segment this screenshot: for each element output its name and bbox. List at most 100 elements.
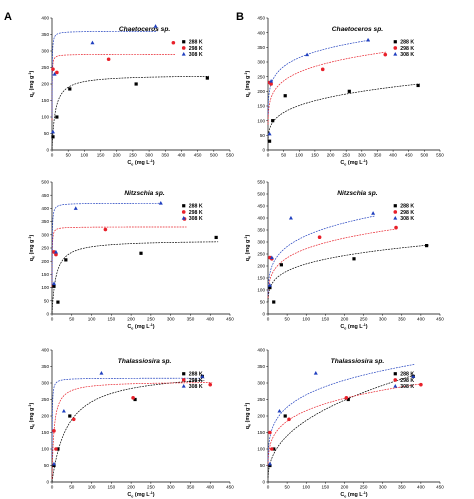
x-tick-label: 550 [226,153,234,158]
x-tick-label: 300 [167,485,175,490]
data-point-308k [288,215,293,220]
x-tick-label: 250 [360,317,368,322]
y-tick-label: 350 [41,219,49,224]
data-point-298k [208,382,213,387]
x-tick-label: 0 [51,317,54,322]
data-point-308k [371,211,376,215]
legend-label: 308 K [189,216,203,222]
data-point-288k [52,463,56,468]
data-point-288k [347,89,351,93]
x-tick-label: 200 [127,317,135,322]
data-point-298k [171,40,176,45]
fit-curve-308k [51,377,205,459]
x-tick-label: 300 [145,153,153,158]
data-point-308k [267,461,272,466]
x-tick-label: 500 [210,153,218,158]
legend-marker-308k [181,52,186,56]
x-tick-label: 250 [147,485,155,490]
data-point-288k [56,300,60,304]
x-tick-label: 100 [88,485,96,490]
y-tick-label: 400 [257,216,265,221]
y-tick-label: 150 [257,104,265,109]
legend-marker-298k [393,46,398,50]
x-tick-label: 550 [436,153,444,158]
legend-label: 298 K [400,46,414,52]
x-tick-label: 150 [311,153,319,158]
x-tick-label: 150 [107,317,115,322]
y-tick-label: 150 [41,430,49,435]
fit-curve-298k [267,228,399,299]
y-tick-label: 300 [41,49,49,54]
y-axis-label: qe (mg g-1) [28,235,35,262]
x-axis-label: Ce (mg L-1) [127,323,154,330]
y-tick-label: 550 [257,180,265,185]
fit-curve-298k [51,54,175,121]
x-tick-label: 400 [389,153,397,158]
data-point-308k [158,201,163,205]
y-tick-label: 150 [257,276,265,281]
y-tick-label: 300 [41,381,49,386]
legend-marker-288k [393,204,397,208]
fit-curve-308k [267,215,376,295]
y-tick-label: 50 [260,133,266,138]
x-tick-label: 350 [398,317,406,322]
x-tick-label: 50 [285,485,291,490]
legend-marker-288k [182,372,186,376]
data-point-298k [419,382,423,387]
legend-label: 288 K [189,204,203,210]
legend-label: 308 K [400,52,414,58]
fit-curve-308k [267,39,370,115]
y-tick-label: 250 [41,246,49,251]
y-tick-label: 0 [262,480,265,485]
x-axis-label: Ce (mg L-1) [340,491,367,498]
x-axis-label: Ce (mg L-1) [340,323,367,330]
y-axis-label: qe (mg g-1) [28,403,35,430]
x-tick-label: 300 [167,317,175,322]
y-tick-label: 350 [41,364,49,369]
panel-letter-b: B [236,11,244,23]
x-tick-label: 50 [66,153,72,158]
legend-label: 288 K [189,372,203,378]
x-tick-label: 50 [281,153,287,158]
x-tick-label: 450 [405,153,413,158]
data-point-308k [305,52,310,57]
y-tick-label: 450 [41,193,49,198]
y-tick-label: 100 [41,285,49,290]
fit-curve-288k [267,83,420,142]
x-tick-label: 450 [436,317,444,322]
legend-marker-308k [181,384,186,388]
x-tick-label: 300 [379,485,387,490]
data-point-308k [269,255,274,260]
data-point-288k [68,87,72,91]
data-point-288k [205,76,209,80]
x-tick-label: 350 [398,485,406,490]
y-tick-label: 400 [41,206,49,211]
x-tick-label: 50 [285,317,291,322]
x-tick-label: 400 [417,317,425,322]
data-point-308k [267,131,272,136]
chart-b1: 0 50 100 150 200 250 300 350 400 450 500 550 0 50 100 1… [244,16,444,167]
data-point-298k [344,396,349,400]
y-tick-label: 250 [41,397,49,402]
data-point-298k [71,417,76,422]
chart-title: Thalassiosira sp. [331,358,385,365]
fit-curve-308k [267,363,416,462]
data-point-288k [272,447,276,451]
y-axis-label: qe (mg g-1) [244,235,251,262]
x-tick-label: 50 [69,317,75,322]
legend-label: 308 K [189,52,203,58]
x-tick-label: 0 [267,317,270,322]
data-point-308k [73,206,78,210]
axis-frame [51,350,230,483]
axis-frame [267,182,440,315]
x-tick-label: 100 [302,485,310,490]
legend-marker-298k [181,46,186,50]
data-point-298k [287,417,291,422]
chart-title: Thalassiosira sp. [118,358,172,365]
legend-marker-308k [393,384,398,388]
data-point-288k [133,397,137,402]
fit-curve-298k [267,51,387,125]
chart-a1: 0 50 100 150 200 250 300 350 400 450 500 550 0 50 100 1… [28,16,234,167]
data-point-288k [268,463,272,468]
